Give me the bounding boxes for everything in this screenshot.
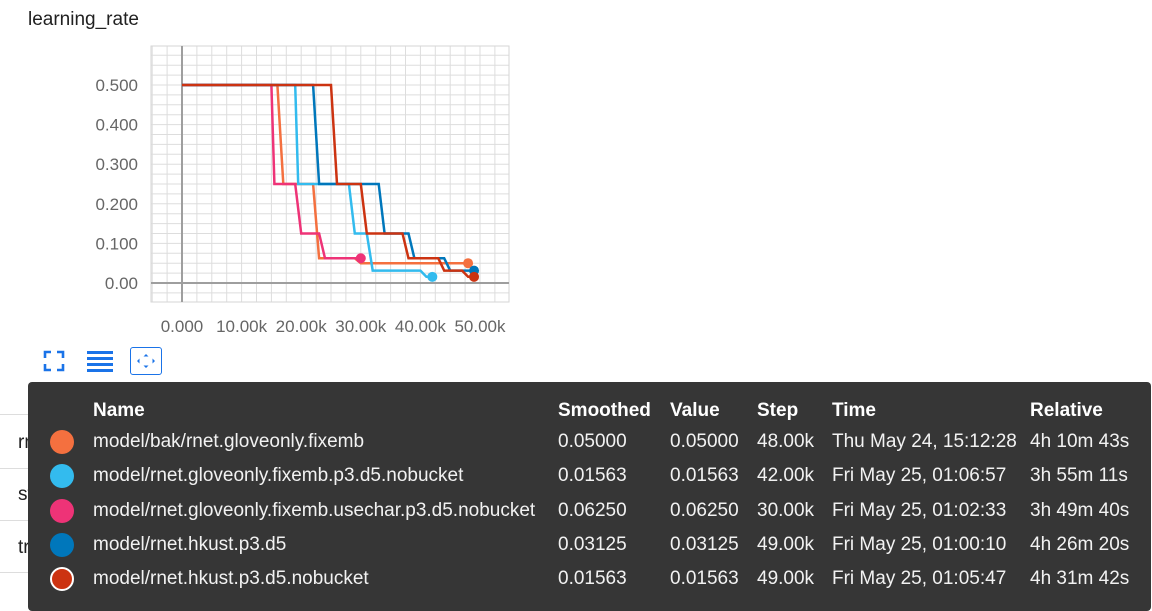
series-color-dot (50, 498, 74, 523)
series-line-1 (182, 83, 433, 279)
series-color-dot (50, 533, 74, 558)
series-swatch (50, 562, 93, 596)
header-relative: Relative (1030, 400, 1103, 421)
time-value: Fri May 25, 01:00:10 (832, 534, 1007, 556)
series-name: model/rnet.hkust.p3.d5.nobucket (93, 568, 369, 590)
learning-rate-chart[interactable]: 0.000 10.00k 20.00k 30.00k 40.00k 50.00k 0.00 0… (0, 0, 560, 345)
x-tick-label: 50.00k (454, 317, 506, 336)
header-smoothed: Smoothed (558, 400, 651, 421)
smoothed-value: 0.05000 (558, 431, 627, 453)
y-tick-label: 0.200 (95, 195, 138, 214)
series-line-2 (182, 83, 361, 260)
smoothed-value: 0.01563 (558, 465, 627, 487)
series-color-dot (50, 567, 74, 592)
series-name: model/bak/rnet.gloveonly.fixemb (93, 431, 365, 453)
tooltip-row: model/rnet.gloveonly.fixemb.usechar.p3.d… (50, 494, 1140, 528)
chart-tooltip: Name Smoothed Value Step Time Relative m… (28, 382, 1151, 611)
relative-value: 3h 55m 11s (1030, 465, 1128, 487)
y-tick-label: 0.100 (95, 234, 138, 253)
tooltip-table: Name Smoothed Value Step Time Relative m… (50, 397, 1140, 596)
header-step: Step (757, 400, 799, 421)
series-line-3 (182, 83, 474, 272)
chart-markers (355, 253, 480, 282)
x-tick-label: 20.00k (276, 317, 328, 336)
header-time: Time (832, 400, 877, 421)
relative-value: 4h 10m 43s (1030, 431, 1130, 453)
series-swatch (50, 528, 93, 562)
step-value: 49.00k (757, 534, 815, 556)
smoothed-value: 0.03125 (558, 534, 627, 556)
fullscreen-button[interactable] (38, 347, 70, 375)
tooltip-row: model/rnet.hkust.p3.d5 0.03125 0.03125 49.0… (50, 528, 1140, 562)
fit-domain-icon (137, 354, 155, 368)
raw-value: 0.05000 (670, 431, 739, 453)
tooltip-row: model/rnet.gloveonly.fixemb.p3.d5.nobuck… (50, 459, 1140, 493)
chart-toolbar (38, 346, 162, 376)
series-line-4 (182, 83, 474, 279)
chart-tick-labels: 0.000 10.00k 20.00k 30.00k 40.00k 50.00k 0.00 0… (95, 76, 506, 336)
time-value: Fri May 25, 01:02:33 (832, 499, 1007, 521)
tooltip-rows: model/bak/rnet.gloveonly.fixemb 0.05000 0.… (50, 425, 1140, 596)
smoothed-value: 0.01563 (558, 568, 627, 590)
step-value: 42.00k (757, 465, 815, 487)
x-tick-label: 30.00k (335, 317, 387, 336)
tooltip-row: model/rnet.hkust.p3.d5.nobucket 0.01563 0.… (50, 562, 1140, 596)
relative-value: 4h 26m 20s (1030, 534, 1130, 556)
series-marker-1 (427, 271, 438, 282)
y-tick-label: 0.500 (95, 76, 138, 95)
step-value: 48.00k (757, 431, 815, 453)
raw-value: 0.01563 (670, 465, 739, 487)
y-tick-label: 0.300 (95, 155, 138, 174)
chart-series (182, 83, 474, 279)
series-marker-4 (469, 271, 480, 282)
toggle-legend-button[interactable] (84, 347, 116, 375)
raw-value: 0.06250 (670, 499, 739, 521)
series-swatch (50, 459, 93, 493)
fit-domain-button[interactable] (130, 347, 162, 375)
series-color-dot (50, 464, 74, 489)
series-marker-0 (463, 258, 474, 269)
step-value: 30.00k (757, 499, 815, 521)
tooltip-header-row: Name Smoothed Value Step Time Relative (50, 397, 1140, 425)
series-color-dot (50, 430, 74, 455)
series-swatch (50, 494, 93, 528)
x-tick-label: 40.00k (395, 317, 447, 336)
y-tick-label: 0.00 (105, 274, 138, 293)
raw-value: 0.01563 (670, 568, 739, 590)
y-tick-label: 0.400 (95, 116, 138, 135)
chart-title: learning_rate (28, 9, 139, 30)
relative-value: 4h 31m 42s (1030, 568, 1130, 590)
time-value: Fri May 25, 01:06:57 (832, 465, 1007, 487)
series-name: model/rnet.gloveonly.fixemb.usechar.p3.d… (93, 499, 536, 521)
x-tick-label: 0.000 (161, 317, 204, 336)
list-icon (87, 351, 113, 372)
plot-border (150, 45, 510, 303)
series-swatch (50, 425, 93, 459)
chart-axes (151, 46, 509, 302)
time-value: Fri May 25, 01:05:47 (832, 568, 1007, 590)
fullscreen-icon (43, 350, 65, 372)
x-tick-label: 10.00k (216, 317, 268, 336)
raw-value: 0.03125 (670, 534, 739, 556)
relative-value: 3h 49m 40s (1030, 499, 1130, 521)
series-marker-2 (355, 253, 366, 264)
series-name: model/rnet.hkust.p3.d5 (93, 534, 287, 556)
time-value: Thu May 24, 15:12:28 (832, 431, 1017, 453)
header-swatch (50, 397, 93, 425)
tooltip-row: model/bak/rnet.gloveonly.fixemb 0.05000 0.… (50, 425, 1140, 459)
header-name: Name (93, 400, 145, 421)
step-value: 49.00k (757, 568, 815, 590)
series-name: model/rnet.gloveonly.fixemb.p3.d5.nobuck… (93, 465, 464, 487)
header-value: Value (670, 400, 720, 421)
smoothed-value: 0.06250 (558, 499, 627, 521)
